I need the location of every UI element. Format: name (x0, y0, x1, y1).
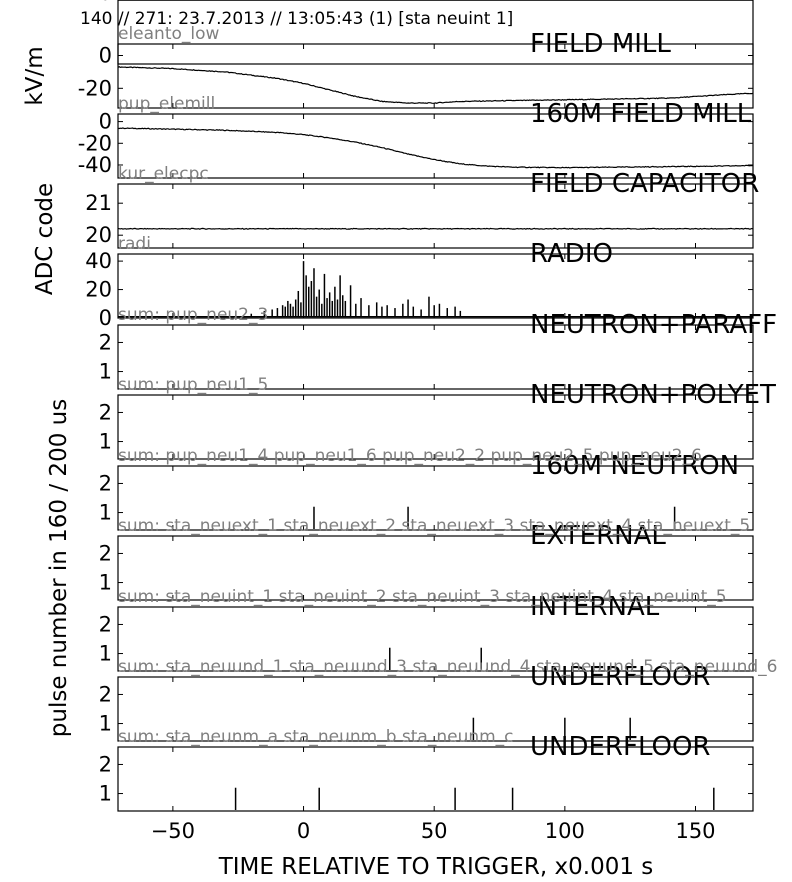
panel-title: NEUTRON+POLYET (530, 380, 776, 410)
y-label-pulses: pulse number in 160 / 200 us (46, 399, 72, 737)
panel-12: 84 NM64 MONITOR (99, 0, 754, 65)
y-tick-label: 2 (99, 682, 112, 706)
y-tick-label: 0 (99, 43, 112, 67)
y-tick-label: 20 (85, 278, 112, 302)
y-tick-label: 1 (99, 501, 112, 525)
channel-name: sum: sta_neuint_1 sta_neuint_2 sta_neuin… (118, 587, 727, 607)
panel-frame (117, 183, 754, 249)
x-axis: −50 0 50 100 150 (151, 819, 716, 843)
channel-name: eleanto_low (118, 24, 220, 44)
channel-name: radi (118, 234, 151, 254)
figure-header: 140 // 271: 23.7.2013 // 13:05:43 (1) [s… (80, 9, 513, 29)
y-tick-label: 1 (99, 430, 112, 454)
channel-name: sum: pup_neu1_4 pup_neu1_6 pup_neu2_2 pu… (118, 446, 702, 466)
y-tick-label: 8 (99, 0, 112, 5)
y-tick-label: 40 (85, 249, 112, 273)
y-tick-label: 0 (99, 110, 112, 134)
y-tick-label: 2 (99, 471, 112, 495)
y-tick-label: -20 (78, 131, 112, 155)
y-tick-label: 4 (99, 0, 112, 5)
y-tick-label: 2 (99, 330, 112, 354)
panel-frame (117, 43, 754, 109)
x-tick-label: 100 (545, 819, 585, 843)
series-line-1 (117, 227, 754, 230)
x-tick-label: 150 (675, 819, 715, 843)
panel-frame (117, 0, 754, 65)
channel-name: sum: pup_neu2_3 (118, 305, 268, 325)
y-tick-label: 1 (99, 712, 112, 736)
panel-frame (117, 324, 754, 390)
panel-frame (117, 535, 754, 601)
y-tick-label: 2 (99, 400, 112, 424)
series-line-1 (117, 127, 754, 169)
y-tick-label: 0 (99, 306, 112, 330)
channel-name: sum: pup_neu1_5 (118, 375, 268, 395)
panel-11: 2 1 UNDERFLOOR sum: sta_neunm_a sta_neunm_b… (99, 727, 754, 812)
x-tick-label: −50 (151, 819, 195, 843)
panel-title: UNDERFLOOR (530, 732, 711, 762)
panel-6: 2 1 NEUTRON+POLYET sum: pup_neu1_5 (99, 375, 776, 460)
y-tick-label: 2 (99, 541, 112, 565)
y-tick-label: 1 (99, 571, 112, 595)
panel-frame (117, 253, 754, 319)
panel-frame (117, 113, 754, 179)
panel-frame (117, 465, 754, 531)
panel-title: FIELD CAPACITOR (530, 169, 759, 199)
channel-name: kur_elecpc (118, 164, 209, 184)
x-tick-label: 0 (297, 819, 310, 843)
panel-frame (117, 746, 754, 812)
panel-5: 2 1 NEUTRON+PARAFF sum: pup_neu2_3 (99, 305, 777, 390)
y-tick-label: 2 (99, 612, 112, 636)
y-tick-label: 1 (99, 782, 112, 806)
y-label-adc: ADC code (32, 183, 58, 295)
panel-frame (117, 606, 754, 672)
panel-3: 21 20 FIELD CAPACITOR kur_elecpc (85, 164, 759, 249)
panel-title: 160M FIELD MILL (530, 99, 752, 129)
panel-title: RADIO (530, 239, 613, 269)
panel-4: 40 20 0 RADIO radi (85, 234, 754, 330)
y-tick-label: -20 (78, 76, 112, 100)
y-tick-label: 21 (85, 191, 112, 215)
panel-title: 160M NEUTRON (530, 451, 739, 481)
y-label-efield: kV/m (22, 46, 48, 105)
y-tick-label: 1 (99, 642, 112, 666)
panel-title: NEUTRON+PARAFF (530, 310, 777, 340)
channel-name: sum: sta_neuext_1 sta_neuext_2 sta_neuex… (118, 516, 750, 536)
channel-name: sum: sta_neuund_1 sta_neuund_3 sta_neuun… (118, 657, 777, 677)
panel-2: 0-20-40 160M FIELD MILL pup_elemill (78, 94, 754, 179)
panel-title: EXTERNAL (530, 521, 666, 551)
y-tick-label: -40 (78, 153, 112, 177)
series-line-1 (117, 66, 754, 105)
x-tick-label: 50 (421, 819, 448, 843)
panel-title: UNDERFLOOR (530, 662, 711, 692)
y-tick-label: 2 (99, 752, 112, 776)
channel-name: sum: sta_neunm_a sta_neunm_b sta_neunm_c (118, 727, 514, 747)
panel-title: FIELD MILL (530, 29, 671, 59)
panel-1: 0 -20 FIELD MILL eleanto_low (78, 24, 754, 109)
panel-title: INTERNAL (530, 592, 660, 622)
panel-frame (117, 676, 754, 742)
y-tick-label: 1 (99, 360, 112, 384)
panel-frame (117, 394, 754, 460)
y-tick-label: 20 (85, 223, 112, 247)
x-axis-label: TIME RELATIVE TO TRIGGER, x0.001 s (218, 854, 654, 880)
channel-name: pup_elemill (118, 94, 215, 114)
panel-title: NM64 MONITOR (530, 0, 738, 7)
